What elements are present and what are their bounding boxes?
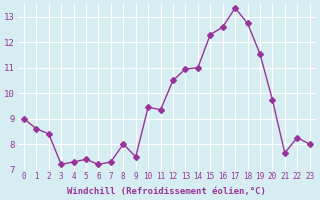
- X-axis label: Windchill (Refroidissement éolien,°C): Windchill (Refroidissement éolien,°C): [67, 187, 266, 196]
